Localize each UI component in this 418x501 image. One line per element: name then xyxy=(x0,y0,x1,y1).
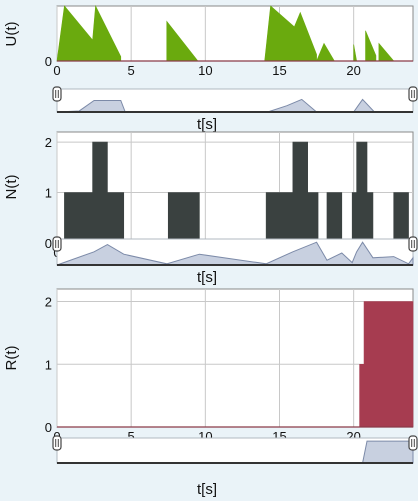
y-tick-label: 0 xyxy=(45,236,52,251)
x-tick-label: 15 xyxy=(272,63,286,78)
data-area-3 xyxy=(57,301,414,428)
x-axis-label: t[s] xyxy=(197,269,217,286)
navigator-right-handle[interactable] xyxy=(408,435,418,451)
y-axis-label: N(t) xyxy=(3,175,20,200)
x-tick-label: 20 xyxy=(346,63,360,78)
x-tick-label: 10 xyxy=(198,63,212,78)
data-area-2 xyxy=(64,141,413,244)
x-tick-label: 5 xyxy=(128,63,135,78)
navigator-track-3[interactable] xyxy=(56,437,414,464)
navigator-left-handle[interactable] xyxy=(52,435,62,451)
navigator-left-handle[interactable] xyxy=(52,236,62,252)
x-tick-label: 5 xyxy=(128,429,135,444)
x-axis-label: t[s] xyxy=(197,481,217,498)
y-axis-label: R(t) xyxy=(3,346,20,371)
navigator-overview-1 xyxy=(56,98,413,113)
navigator-overview-2 xyxy=(56,241,414,266)
y-tick-label: 0 xyxy=(45,420,52,435)
y-tick-label: 2 xyxy=(45,135,52,150)
y-tick-label: 1 xyxy=(45,357,52,372)
navigator-right-handle[interactable] xyxy=(408,236,418,252)
navigator-right-handle[interactable] xyxy=(408,86,418,102)
y-axis-label: U(t) xyxy=(3,22,20,47)
y-tick-label: 2 xyxy=(45,295,52,310)
y-tick-label: 1 xyxy=(45,186,52,201)
x-axis-label: t[s] xyxy=(197,116,217,133)
navigator-left-handle[interactable] xyxy=(52,86,62,102)
x-tick-label: 0 xyxy=(53,63,60,78)
y-tick-label: 0 xyxy=(45,54,52,69)
